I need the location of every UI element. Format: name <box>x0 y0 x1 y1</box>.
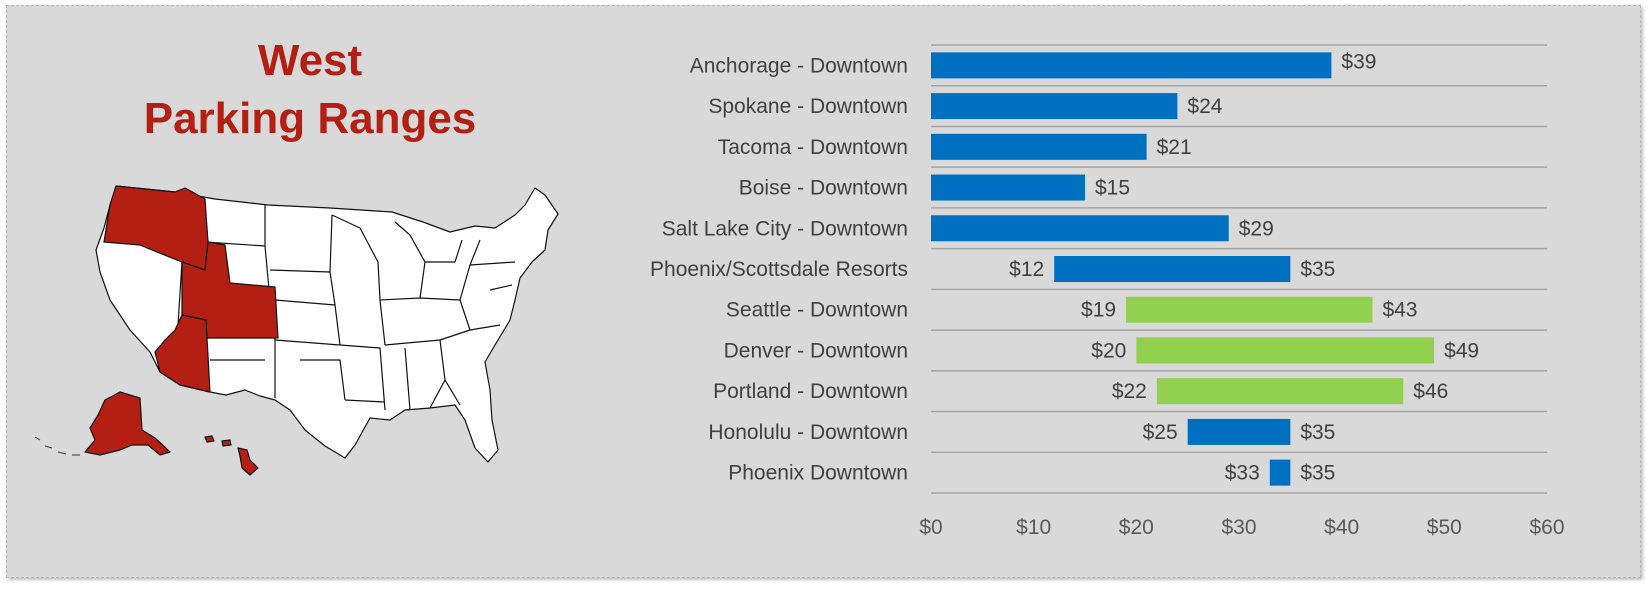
category-label: Portland - Downtown <box>713 380 908 403</box>
high-value-label: $24 <box>1187 95 1222 118</box>
category-label: Phoenix Downtown <box>728 462 908 485</box>
bar-layer <box>931 52 1435 486</box>
low-value-label: $12 <box>1009 258 1044 281</box>
bar <box>1269 459 1291 486</box>
x-tick-label: $0 <box>919 516 942 539</box>
high-value-label: $43 <box>1382 299 1417 322</box>
category-label: Anchorage - Downtown <box>690 54 908 77</box>
bar <box>931 215 1229 242</box>
low-value-label: $19 <box>1081 299 1116 322</box>
chart-title: West Parking Ranges <box>95 32 525 148</box>
high-value-label: $21 <box>1157 136 1192 159</box>
low-value-label: $33 <box>1225 462 1260 485</box>
bar <box>931 52 1332 79</box>
category-label-layer: Anchorage - Downtown Spokane - Downtown Ta… <box>650 54 908 484</box>
high-value-label: $39 <box>1341 50 1376 73</box>
bar <box>931 93 1178 120</box>
category-label: Tacoma - Downtown <box>718 136 908 159</box>
category-label: Boise - Downtown <box>739 177 908 200</box>
us-map-illustration <box>34 185 559 476</box>
x-tick-label: $60 <box>1529 516 1564 539</box>
category-label: Phoenix/Scottsdale Resorts <box>650 258 908 281</box>
high-value-label: $35 <box>1300 258 1335 281</box>
category-label: Salt Lake City - Downtown <box>662 217 908 240</box>
alaska-state <box>84 391 171 456</box>
category-label: Denver - Downtown <box>724 339 908 362</box>
x-tick-label: $20 <box>1119 516 1154 539</box>
x-tick-label: $40 <box>1324 516 1359 539</box>
category-label: Spokane - Downtown <box>708 95 908 118</box>
x-tick-label: $10 <box>1016 516 1051 539</box>
az-state <box>154 314 211 393</box>
bar <box>1156 378 1404 405</box>
category-label: Honolulu - Downtown <box>708 421 908 444</box>
high-value-label: $15 <box>1095 177 1130 200</box>
category-label: Seattle - Downtown <box>726 299 908 322</box>
bar <box>1126 296 1373 323</box>
title-line-2: Parking Ranges <box>143 94 477 143</box>
title-line-1: West <box>257 36 363 85</box>
bar <box>1136 337 1435 364</box>
high-value-label: $29 <box>1239 217 1274 240</box>
us-states-outline <box>34 185 559 476</box>
x-tick-layer: $0 $10 $20 $30 $40 $50 $60 <box>919 516 1564 539</box>
bar <box>1187 418 1291 445</box>
bar <box>931 133 1147 160</box>
grid-layer <box>931 44 1547 494</box>
alaska-islands <box>34 436 80 456</box>
bar <box>1054 256 1291 282</box>
low-value-label: $20 <box>1091 339 1126 362</box>
low-value-label: $22 <box>1112 380 1147 403</box>
high-value-label: $35 <box>1300 421 1335 444</box>
bar <box>931 174 1085 201</box>
x-tick-label: $30 <box>1221 516 1256 539</box>
high-value-label: $49 <box>1444 339 1479 362</box>
high-value-label: $35 <box>1300 462 1335 485</box>
hawaii-state <box>204 435 259 476</box>
x-tick-label: $50 <box>1427 516 1462 539</box>
value-label-layer: $39 $24 $21 $15 $29 $12 $35 $19 $43 $20 $49 $22 $46 $… <box>1009 50 1479 484</box>
high-value-label: $46 <box>1413 380 1448 403</box>
low-value-label: $25 <box>1143 421 1178 444</box>
